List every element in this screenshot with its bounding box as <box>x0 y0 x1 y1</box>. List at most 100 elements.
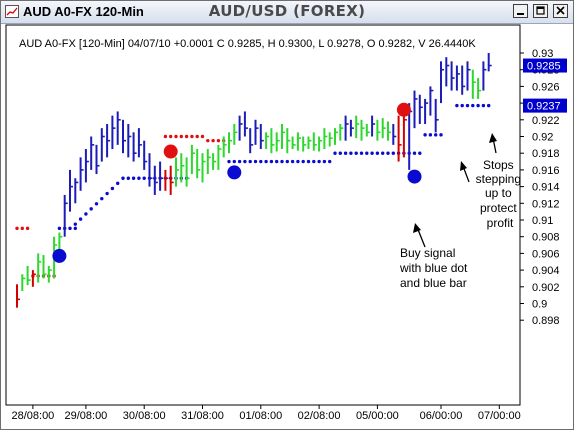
stop-dot <box>142 176 146 180</box>
price-bar <box>349 119 354 137</box>
stop-dot <box>243 159 247 164</box>
stop-dot <box>227 159 231 164</box>
stop-dot <box>290 159 295 164</box>
price-bar <box>381 118 386 139</box>
price-bar <box>365 123 370 137</box>
price-bar <box>37 253 42 283</box>
stop-dot <box>206 138 210 143</box>
price-bar <box>471 69 476 99</box>
stop-dot <box>317 159 321 164</box>
stop-dot <box>306 159 311 164</box>
price-bar <box>106 123 111 158</box>
window-title: AUD A0-FX 120-Min <box>23 4 144 19</box>
stop-dot <box>20 226 24 231</box>
title-bar[interactable]: AUD A0-FX 120-Min AUD/USD (FOREX) <box>1 1 573 24</box>
x-tick-label: 28/08:00 <box>11 410 54 422</box>
y-tick-label: 0.912 <box>532 198 560 210</box>
stop-dot <box>253 159 258 164</box>
price-bar <box>31 270 36 287</box>
price-bar <box>217 144 222 170</box>
price-tag-bg <box>523 58 567 73</box>
price-bar <box>185 157 190 187</box>
price-bar <box>212 153 217 170</box>
price-bar <box>461 65 466 95</box>
stop-dot <box>343 151 348 155</box>
stop-dot <box>73 222 78 226</box>
buy-signal-line-1: Buy signal <box>400 246 455 260</box>
price-bar <box>238 115 243 141</box>
price-bar <box>440 61 444 104</box>
price-bar <box>328 132 333 147</box>
close-icon <box>556 6 565 15</box>
price-bar <box>397 115 402 162</box>
stop-dot <box>116 181 120 186</box>
price-bar <box>487 53 492 72</box>
price-bar <box>286 128 291 154</box>
blue-signal-dot <box>52 248 67 263</box>
stop-dot <box>487 103 491 108</box>
stop-dot <box>232 159 236 164</box>
stop-dot <box>216 138 221 143</box>
price-bar <box>21 274 26 291</box>
price-bar <box>355 115 360 139</box>
price-bar <box>84 149 89 183</box>
price-bar <box>47 265 52 283</box>
blue-signal-dot <box>227 165 242 180</box>
stop-dot <box>169 134 173 139</box>
price-bar <box>249 128 254 154</box>
price-bar <box>307 136 312 150</box>
stop-dot <box>137 176 141 180</box>
x-tick-label: 01/08:00 <box>239 410 282 422</box>
x-tick-label: 05/00:00 <box>356 410 399 422</box>
x-tick-label: 02/08:00 <box>298 410 341 422</box>
stop-dot <box>179 134 183 139</box>
price-bar <box>270 128 275 154</box>
maximize-icon <box>536 6 545 15</box>
stop-dot <box>381 151 385 155</box>
stop-dot <box>333 151 337 155</box>
price-bar <box>477 78 482 99</box>
price-tag-label: 0.9237 <box>527 101 561 113</box>
price-bar <box>90 136 95 170</box>
stop-dot <box>418 151 422 155</box>
price-bar <box>334 128 338 145</box>
stop-dot <box>428 133 433 137</box>
stop-dot <box>370 151 374 155</box>
stop-dot <box>78 217 83 221</box>
stop-dot <box>349 151 353 155</box>
buy-signal-annotation: Buy signal with blue dot and blue bar <box>399 223 468 290</box>
stops-annotation: Stops stepping up to protect profit <box>460 133 521 230</box>
stop-dot <box>15 226 19 231</box>
y-tick-label: 0.926 <box>532 81 560 93</box>
y-tick-label: 0.898 <box>532 315 560 327</box>
price-bar <box>111 115 116 150</box>
stop-dot <box>338 151 342 155</box>
price-bar <box>429 86 434 116</box>
stop-dot <box>275 159 279 164</box>
price-bar <box>148 153 153 187</box>
x-tick-label: 07/00:00 <box>478 410 521 422</box>
stop-dot <box>280 159 284 164</box>
minimize-button[interactable] <box>513 4 528 18</box>
y-tick-label: 0.93 <box>532 48 553 60</box>
price-bar <box>281 123 285 150</box>
y-tick-label: 0.9 <box>532 299 547 311</box>
stops-line-4: protect <box>480 201 517 215</box>
stop-dot <box>264 159 268 164</box>
stop-dot <box>184 134 189 139</box>
stop-dot <box>84 212 88 216</box>
price-bar <box>233 123 238 145</box>
price-bar <box>196 149 201 179</box>
price-bar <box>201 153 206 183</box>
y-axis: 0.898 0.9 0.902 0.904 0.906 0.908 0.91 0.912 0.9… <box>520 48 560 327</box>
price-bar <box>137 128 142 158</box>
y-tick-label: 0.904 <box>532 265 560 277</box>
x-tick-label: 30/08:00 <box>123 410 166 422</box>
maximize-button[interactable] <box>533 4 548 18</box>
stop-dot <box>211 138 215 143</box>
red-signal-dot <box>396 102 411 117</box>
close-button[interactable] <box>553 4 568 18</box>
price-bar <box>122 119 126 154</box>
